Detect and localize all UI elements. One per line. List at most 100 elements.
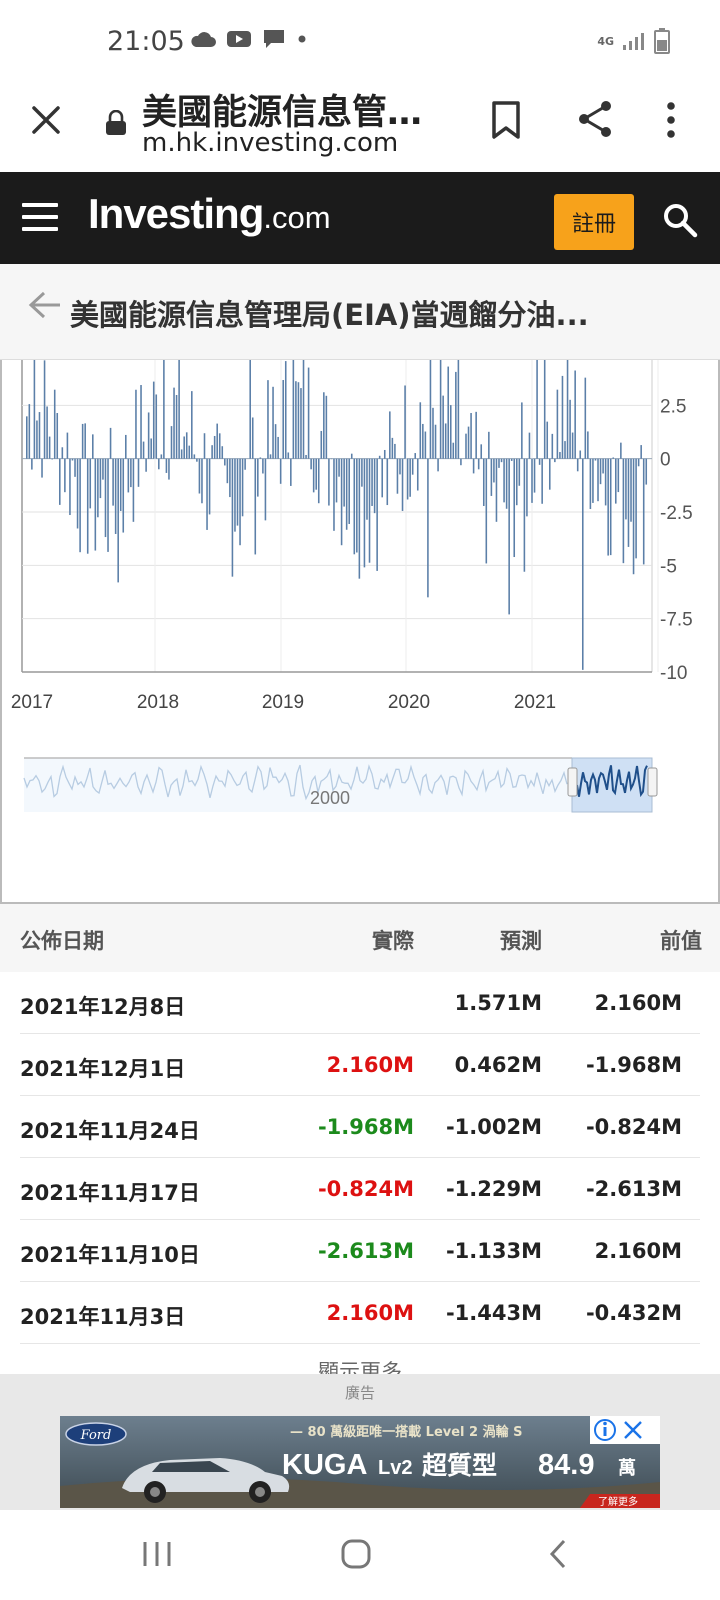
chart-bar <box>320 430 323 459</box>
actual-value: -0.824M <box>317 1177 414 1201</box>
chart-bar <box>505 458 508 509</box>
youtube-icon <box>227 31 251 47</box>
investing-logo[interactable]: Investing.com <box>88 190 331 237</box>
chart-bar <box>642 458 645 565</box>
chart-bar <box>523 458 526 572</box>
chart-bar <box>594 458 597 461</box>
chart-bar <box>122 458 125 533</box>
more-options-icon[interactable] <box>665 100 677 140</box>
navigator-series <box>23 764 568 801</box>
chart-bar <box>587 431 589 459</box>
chart-bar <box>554 458 556 463</box>
navigator-selected-series <box>576 765 648 798</box>
chart-bar <box>416 458 419 491</box>
chart-bar <box>592 458 594 503</box>
table-row: 2021年11月24日 -1.968M -1.002M -0.824M <box>20 1096 700 1158</box>
back-arrow-icon[interactable] <box>28 290 62 320</box>
chart-bar <box>571 432 574 459</box>
chart-bar <box>632 458 635 575</box>
chart-bar <box>477 458 480 470</box>
chart-bar <box>561 375 564 459</box>
chart-bar <box>56 413 59 459</box>
chart-bar <box>300 388 302 459</box>
chart-bar <box>495 458 498 522</box>
chart-bar <box>333 458 335 531</box>
back-icon[interactable] <box>548 1539 568 1569</box>
show-more-link[interactable]: 顯示更多 <box>318 1360 402 1374</box>
ad-banner[interactable]: Ford — 80 萬級距唯一搭載 Level 2 渦輪 S KUGA Lv2 … <box>60 1416 660 1508</box>
ad-tagline: 超質型 <box>422 1451 497 1480</box>
chart-bar <box>71 458 74 461</box>
url-host[interactable]: m.hk.investing.com <box>142 128 399 158</box>
chart-bar <box>76 458 79 529</box>
chart-bar <box>556 389 559 459</box>
chart-bar <box>135 389 137 459</box>
register-button[interactable]: 註冊 <box>554 194 634 250</box>
chart-bar <box>467 426 470 459</box>
chart-bar <box>84 423 86 459</box>
chart-bar <box>142 441 145 459</box>
previous-value: -0.432M <box>585 1301 682 1325</box>
chart-bar <box>612 457 615 459</box>
cloud-icon <box>191 32 216 47</box>
browser-toolbar: 美國能源信息管… m.hk.investing.com <box>0 80 720 172</box>
site-header: Investing.com 註冊 <box>0 172 720 264</box>
chart-bar <box>574 370 576 459</box>
actual-value: 2.160M <box>326 1053 414 1077</box>
chart-bar <box>361 458 363 487</box>
chart-bar <box>340 458 343 546</box>
chart-bar <box>130 458 132 488</box>
chart-bar <box>119 458 122 511</box>
chart-bar <box>203 433 206 459</box>
previous-value: -1.968M <box>585 1053 682 1077</box>
chart-bar <box>508 458 510 615</box>
chart-bar <box>630 458 632 522</box>
chart-bar <box>254 458 257 555</box>
page-title[interactable]: 美國能源信息管… <box>142 93 423 133</box>
release-date: 2021年11月3日 <box>20 1305 186 1329</box>
home-icon[interactable] <box>340 1538 372 1570</box>
chart-bar <box>234 458 236 532</box>
menu-icon[interactable] <box>22 203 58 231</box>
chart-bar <box>104 458 107 538</box>
chart-bar <box>442 395 444 459</box>
chart-bar <box>579 450 582 459</box>
chart-bar <box>394 443 396 459</box>
android-nav-bar <box>0 1510 720 1600</box>
chart-bar <box>358 458 361 579</box>
chart-bar <box>315 458 317 490</box>
navigator-handle[interactable] <box>567 767 578 797</box>
chart-bar <box>546 421 549 459</box>
search-icon[interactable] <box>662 202 698 238</box>
chart-bar <box>170 426 173 459</box>
chart-bar <box>500 458 503 463</box>
chart-bar <box>180 449 183 459</box>
release-date: 2021年12月1日 <box>20 1057 186 1081</box>
share-icon[interactable] <box>575 98 615 140</box>
navigator-handle[interactable] <box>647 767 658 797</box>
chart-bar <box>165 458 168 473</box>
chart-bar <box>625 458 627 520</box>
close-icon[interactable] <box>28 102 64 138</box>
recent-apps-icon[interactable] <box>142 1540 172 1568</box>
actual-value: 2.160M <box>326 1301 414 1325</box>
chart-bar <box>226 458 229 484</box>
chart-bar <box>401 458 404 511</box>
signal-icon <box>623 33 644 50</box>
chart-bar <box>427 458 429 598</box>
y-tick-label: -2.5 <box>660 503 693 524</box>
release-date: 2021年12月8日 <box>20 995 186 1019</box>
chart-bar <box>386 458 389 506</box>
chart-bar <box>302 360 305 459</box>
chart-bar <box>175 394 178 459</box>
ad-cta: 了解更多 <box>598 1495 638 1508</box>
chart-bar <box>279 458 282 484</box>
chart-bar <box>368 458 371 563</box>
chart-bar <box>99 458 102 499</box>
ad-model: KUGA <box>282 1449 367 1481</box>
bookmark-icon[interactable] <box>490 100 522 140</box>
history-table: 公佈日期 實際 預測 前值 2021年12月8日 1.571M 2.160M 2021… <box>0 904 720 1344</box>
chart-bar <box>510 458 513 461</box>
chart-bar <box>267 380 269 459</box>
chart-bar <box>137 458 140 487</box>
